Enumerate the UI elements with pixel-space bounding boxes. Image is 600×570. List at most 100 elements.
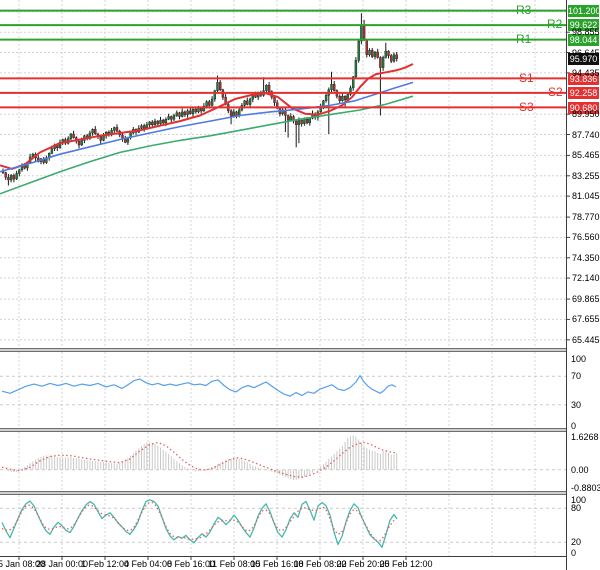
price-tick-label: 67.655 [572,314,600,324]
pivot-label-r3: R3 [516,3,532,17]
pivot-price-box-r1: 98.044 [568,34,599,46]
candle-body [368,50,371,56]
stochastic-scale-0: 0 [571,548,577,558]
candle-body [77,141,81,146]
panel-separator-macd-stochastic[interactable] [0,491,567,495]
candle-body [303,118,306,124]
price-tick-label: 96.645 [572,48,600,58]
candle-body [191,108,195,114]
candle-body [333,83,336,91]
candle-body [94,129,97,135]
price-tick-label: 85.465 [572,150,600,160]
candle-body [151,121,154,125]
pivot-price-box-r2: 99.622 [568,19,599,31]
candle-body [175,112,179,116]
candle-body [194,108,198,113]
rsi-scale-100: 100 [571,354,587,364]
candle-body [376,51,379,58]
candle-body [208,101,211,106]
candle-body [15,173,18,180]
candle-body [113,127,116,131]
candle-body [167,116,170,120]
price-tick-label: 65.445 [572,335,600,345]
stochastic-scale-100: 100 [571,495,587,505]
macd-signal-line [1,441,398,478]
rsi-scale-30: 30 [571,400,582,410]
price-tick-label: 83.255 [572,171,600,181]
candle-body [365,39,368,55]
current-price-box: 95.970 [568,53,599,65]
candle-body [199,107,203,112]
candle-body [140,125,143,129]
candle-body [343,95,347,101]
candle-body [213,90,217,100]
candle-body [387,50,390,56]
candle-body [161,119,165,124]
price-tick-label: 98.855 [572,27,600,37]
candle-body [72,133,75,138]
time-axis-label: 1 Feb 12:00 [80,559,130,569]
candle-body [115,127,119,132]
macd-scale-min: -0.8803 [571,483,600,493]
stochastic-scale-80: 80 [571,503,582,513]
candle-body [159,119,162,124]
rsi-scale-70: 70 [571,371,582,381]
candle-body [267,84,271,92]
panel-separator-price-rsi[interactable] [0,348,567,352]
candle-body [91,129,94,134]
candle-body [246,100,249,105]
candle-body [7,176,10,181]
candle-body [186,110,189,115]
candle-body [265,84,268,91]
stochastic-k-line [1,499,398,548]
candle-body [349,87,352,95]
stochastic-d-line [1,501,396,542]
time-axis-label: 8 Feb 16:00 [166,559,216,569]
pivot-label-s3: S3 [519,100,534,114]
candle-body [300,119,303,124]
price-tick-label: 87.740 [572,130,600,140]
price-tick-label: 72.140 [572,273,600,283]
pivot-price-box-r3: 101.200 [568,5,600,17]
candle-body [18,169,21,174]
time-axis-label: 28 Jan 00:00 [35,559,89,569]
macd-scale-max: 1.6268 [571,432,599,442]
candle-body [69,133,73,139]
candle-body [373,51,377,57]
price-tick-label: 89.950 [572,109,600,119]
price-tick-label: 81.045 [572,191,600,201]
price-tick-label: 76.560 [572,232,600,242]
candle-body [170,116,173,120]
candle-body [390,55,393,62]
candle-body [341,95,344,101]
candle-body [172,115,176,120]
price-tick-label: 69.865 [572,294,600,304]
candle-body [50,148,54,154]
candle-body [180,111,184,117]
candle-body [153,120,157,125]
candle-body [354,60,358,78]
candle-body [379,57,382,68]
candle-body [80,140,83,146]
candle-body [295,120,298,125]
pivot-price-box-s1: 93.836 [568,73,599,85]
candle-body [297,119,301,125]
candle-body [235,111,238,116]
time-axis-label: 25 Jan 08:00 [0,559,46,569]
candle-body [338,95,341,101]
candle-body [243,100,246,106]
candle-body [12,175,16,180]
candle-body [357,40,360,61]
candle-body [286,115,290,121]
panel-separator-rsi-macd[interactable] [0,428,567,432]
candle-body [142,125,146,129]
pivot-label-s2: S2 [548,85,563,99]
macd-scale-zero: 0.00 [571,465,589,475]
candle-body [202,106,206,112]
candle-body [197,107,200,113]
price-axis[interactable]: 101.200 99.622 98.044 95.970 93.836 92.2… [566,0,600,570]
candle-body [178,112,181,117]
